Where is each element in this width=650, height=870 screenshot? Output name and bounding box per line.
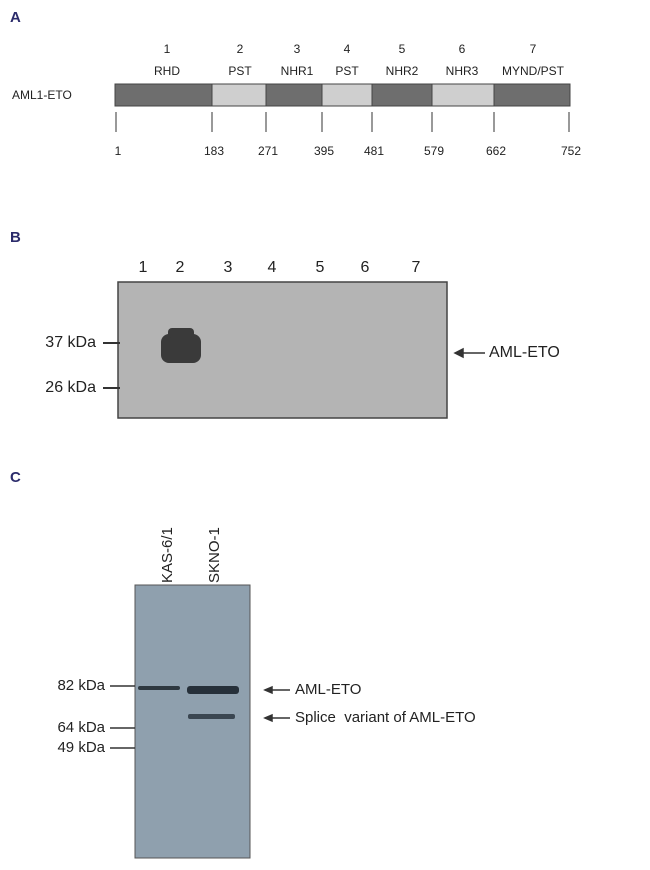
domain-name: NHR1 [281,64,314,78]
lane-label: 7 [412,259,421,276]
position-label: 481 [364,144,384,158]
domain-number: 6 [459,42,466,56]
band [161,334,201,363]
marker-label: 37 kDa [45,334,96,351]
domain-number: 3 [294,42,301,56]
lane-label: SKNO-1 [206,527,223,583]
panel-label: A [10,9,21,26]
marker-label: 82 kDa [57,677,105,694]
blot-c [134,584,251,859]
band [188,714,235,719]
domain-name: NHR2 [386,64,419,78]
band-label: AML-ETO [295,681,361,698]
marker-ticks [110,685,135,749]
position-label: 579 [424,144,444,158]
position-label: 183 [204,144,224,158]
lane-label: 1 [139,259,148,276]
lane-label: 3 [224,259,233,276]
construct-name: AML1-ETO [12,88,72,102]
panel-label: B [10,229,21,246]
marker-label: 49 kDa [57,739,105,756]
position-label: 662 [486,144,506,158]
lane-label: 4 [268,259,277,276]
domain-name: NHR3 [446,64,479,78]
domain-name: PST [335,64,359,78]
domain-name: RHD [154,64,180,78]
arrow [263,685,290,723]
lane-label: 6 [361,259,370,276]
position-label: 395 [314,144,334,158]
domain-number: 2 [237,42,244,56]
panel-label: C [10,469,21,486]
band [187,686,239,694]
band-label: AML-ETO [489,344,560,361]
marker-label: 26 kDa [45,379,96,396]
lane-label: KAS-6/1 [159,527,176,583]
position-label: 271 [258,144,278,158]
arrow [453,347,485,359]
band [138,686,180,690]
position-label: 1 [115,144,122,158]
position-label: 752 [561,144,581,158]
domain-number: 1 [164,42,171,56]
domain-bar [114,83,571,107]
domain-number: 4 [344,42,351,56]
lane-label: 2 [176,259,185,276]
lane-label: 5 [316,259,325,276]
band [168,328,194,338]
domain-number: 7 [530,42,537,56]
domain-name: MYND/PST [502,64,565,78]
marker-label: 64 kDa [57,719,105,736]
marker-ticks [103,342,120,389]
domain-name: PST [228,64,252,78]
domain-number: 5 [399,42,406,56]
band-label: Splice variant of AML-ETO [295,709,476,726]
